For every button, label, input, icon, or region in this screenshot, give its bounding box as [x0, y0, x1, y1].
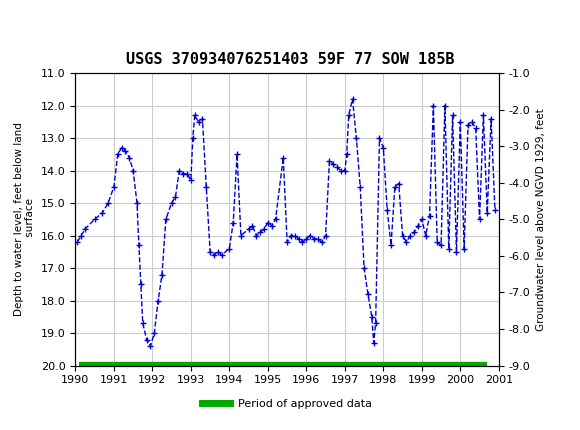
- Text: ⊠USGS: ⊠USGS: [12, 16, 70, 35]
- Text: USGS 370934076251403 59F 77 SOW 185B: USGS 370934076251403 59F 77 SOW 185B: [126, 52, 454, 67]
- Legend: Period of approved data: Period of approved data: [197, 395, 377, 414]
- Y-axis label: Groundwater level above NGVD 1929, feet: Groundwater level above NGVD 1929, feet: [536, 108, 546, 331]
- Y-axis label: Depth to water level, feet below land
 surface: Depth to water level, feet below land su…: [14, 123, 35, 316]
